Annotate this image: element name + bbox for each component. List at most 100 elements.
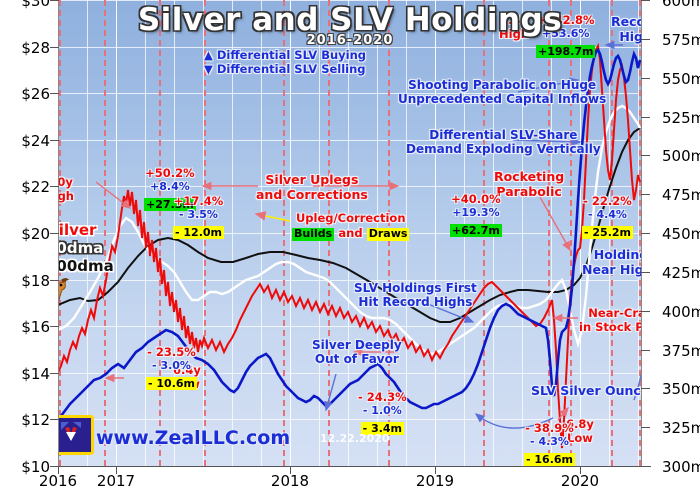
annotation-differential-demand: Differential SLV-Share Demand Exploding … — [406, 128, 601, 157]
tick-right — [641, 155, 650, 157]
legend-50dma: 50dma — [58, 239, 104, 257]
tick-right — [641, 38, 650, 40]
annotation-rocketing-parabolic: Rocketing Parabolic — [494, 169, 565, 199]
x-tick-2020: 2020 — [560, 472, 600, 490]
tick-left — [50, 139, 59, 141]
annotation-shooting-parabolic: Shooting Parabolic on Huge Unprecedented… — [398, 78, 607, 107]
tick-right — [641, 388, 650, 390]
tick-right — [641, 427, 650, 429]
y-tick-right: 500m — [662, 147, 700, 166]
annotation-2y-high: 2.0y High — [58, 175, 74, 203]
datestamp: 12.22.2020 — [320, 432, 390, 445]
tick-left — [50, 419, 59, 421]
annotation-upleg-correction-key: Upleg/Correction Builds and Draws — [292, 211, 410, 241]
y-tick-right: 525m — [662, 108, 700, 127]
tick-x — [116, 466, 117, 474]
stat-block-3: - 23.5% - 3.0% - 10.6m — [146, 345, 197, 390]
legend-200dma: 200dma — [58, 257, 114, 275]
y-tick-right: 550m — [662, 69, 700, 88]
legend-diff-selling: ▼ Differential SLV Selling — [204, 62, 366, 77]
y-tick-left: $20 — [21, 225, 50, 243]
chip-draws: Draws — [366, 226, 410, 241]
x-tick-2016: 2016 — [38, 472, 78, 490]
chart-title: Silver and SLV Holdings — [137, 2, 563, 38]
annotation-near-crash: Near-Crash in Stock Panic — [579, 306, 641, 334]
bull-icon — [58, 270, 72, 308]
x-tick-2019: 2019 — [415, 472, 455, 490]
legend-diff-selling-label: Differential SLV Selling — [216, 62, 366, 76]
y-tick-left: $30 — [21, 0, 50, 10]
plot-area: ▲ Differential SLV Buying ▼ Differential… — [58, 0, 641, 466]
annotation-slv-silver-ounces: SLV Silver Ounces — [531, 383, 641, 398]
tick-x — [435, 466, 436, 474]
x-axis — [58, 466, 651, 467]
y-tick-right: 350m — [662, 380, 700, 399]
y-tick-left: $14 — [21, 364, 50, 383]
tick-left — [50, 326, 59, 328]
stat-block-8: - 22.2% - 4.4% - 25.2m — [582, 194, 633, 239]
tick-right — [641, 310, 650, 312]
gridline-v — [145, 0, 146, 466]
y-tick-left: $26 — [21, 85, 50, 104]
y-tick-right: 450m — [662, 225, 700, 243]
annotation-slv-first-record: SLV Holdings First Hit Record Highs — [354, 281, 477, 310]
tick-left — [50, 279, 59, 281]
stat-block-2: +17.4% - 3.5% - 12.0m — [173, 194, 224, 239]
chart-subtitle: 2016-2020 — [306, 33, 394, 48]
tick-left — [50, 372, 59, 374]
stat-block-5: +40.0% +19.3% +62.7m — [450, 192, 502, 237]
legend-diff-buying-label: Differential SLV Buying — [216, 48, 367, 62]
x-tick-2017: 2017 — [96, 472, 136, 490]
annotation-6-8y-low: 6.8y Low — [566, 417, 594, 445]
tick-x — [580, 466, 581, 474]
marker-dashed — [159, 0, 161, 466]
tick-left — [50, 186, 59, 188]
y-tick-left: $18 — [21, 271, 50, 290]
tick-right — [641, 349, 650, 351]
label-and: and — [338, 225, 363, 240]
up-arrow-icon: ▲ — [204, 48, 213, 62]
y-tick-right: 475m — [662, 186, 700, 205]
tick-right — [641, 466, 650, 467]
gridline-v — [522, 0, 523, 466]
y-tick-left: $28 — [21, 38, 50, 57]
annotation-7-4y-high: 7.4y High — [499, 13, 529, 41]
y-tick-left: $16 — [21, 318, 50, 337]
y-tick-right: 575m — [662, 30, 700, 49]
y-tick-right: 425m — [662, 263, 700, 282]
y-tick-left: $12 — [21, 411, 50, 430]
y-tick-right: 600m — [662, 0, 700, 10]
annotation-holding-near-highs: Holding Near Highs — [582, 247, 641, 277]
annotation-uplegs-corrections: Silver Uplegs and Corrections — [256, 172, 368, 202]
tick-left — [50, 233, 59, 234]
zeal-url: www.ZealLLC.com — [96, 427, 291, 449]
tick-right — [641, 194, 650, 196]
y-tick-right: 325m — [662, 419, 700, 438]
chip-builds: Builds — [292, 226, 335, 241]
y-tick-right: 300m — [662, 458, 700, 476]
y-tick-right: 375m — [662, 341, 700, 360]
yearline-2019 — [435, 0, 436, 466]
tick-x — [58, 466, 59, 474]
tick-right — [641, 0, 650, 1]
y-tick-left: $24 — [21, 131, 50, 150]
legend-silver: Silver — [58, 221, 97, 239]
stat-block-6: - 38.9% - 4.3% - 16.6m — [524, 421, 575, 466]
y-tick-left: $10 — [21, 458, 50, 476]
stat-block-4: - 24.3% - 1.0% - 3.4m — [358, 390, 407, 435]
gridline-h — [58, 0, 641, 1]
tick-right — [641, 116, 650, 118]
tick-left — [50, 0, 59, 1]
x-tick-2018: 2018 — [270, 472, 310, 490]
zeal-logo — [58, 415, 94, 455]
legend-diff-buying: ▲ Differential SLV Buying — [204, 48, 367, 63]
tick-left — [50, 93, 59, 95]
tick-left — [50, 46, 59, 48]
tick-right — [641, 271, 650, 273]
stat-block-7: +142.8% +53.6% +198.7m — [536, 13, 596, 58]
tick-right — [641, 233, 650, 234]
tick-x — [290, 466, 291, 474]
stat-block-1: +50.2% +8.4% +27.3m — [144, 166, 196, 211]
tick-right — [641, 77, 650, 79]
